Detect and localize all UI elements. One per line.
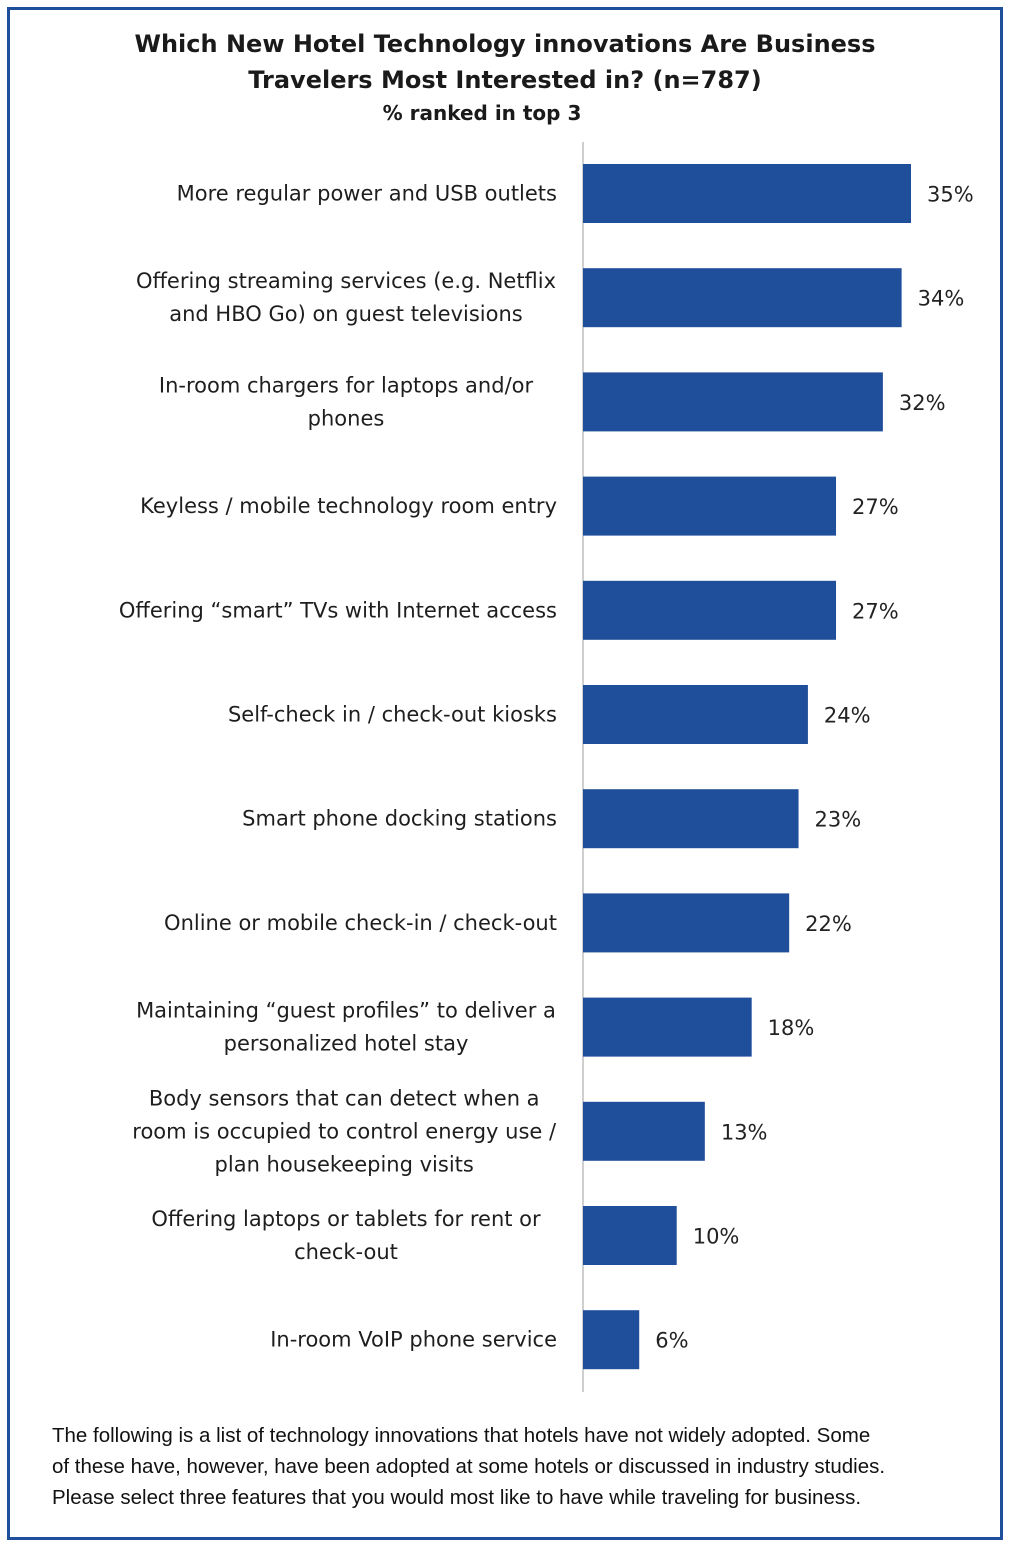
note-line-1: The following is a list of technology in… bbox=[52, 1424, 871, 1447]
chart-frame bbox=[7, 7, 1003, 1540]
category-label-line: phones bbox=[308, 406, 385, 430]
bar bbox=[583, 893, 790, 953]
category-label: Offering streaming services (e.g. Netfli… bbox=[136, 269, 556, 326]
category-label: Offering “smart” TVs with Internet acces… bbox=[119, 598, 557, 622]
bar bbox=[583, 268, 902, 328]
data-label: 24% bbox=[824, 704, 871, 728]
category-label-line: Body sensors that can detect when a bbox=[149, 1086, 540, 1110]
data-label: 18% bbox=[768, 1016, 815, 1040]
category-label-line: Maintaining “guest profiles” to deliver … bbox=[136, 999, 556, 1023]
category-label-line: personalized hotel stay bbox=[224, 1032, 469, 1056]
category-label: In-room chargers for laptops and/or phone… bbox=[159, 373, 534, 430]
chart-title: Which New Hotel Technology innovations A… bbox=[0, 26, 1010, 98]
data-label: 35% bbox=[927, 183, 974, 207]
category-label-line: check-out bbox=[294, 1240, 398, 1264]
bar bbox=[583, 372, 883, 432]
category-label-line: room is occupied to control energy use / bbox=[132, 1119, 557, 1143]
survey-question-note: The following is a list of technology in… bbox=[52, 1420, 992, 1513]
data-label: 23% bbox=[815, 808, 862, 832]
category-label: Smart phone docking stations bbox=[242, 807, 557, 831]
bar bbox=[583, 1206, 677, 1265]
category-label-line: Keyless / mobile technology room entry bbox=[140, 494, 557, 518]
data-label: 10% bbox=[693, 1225, 740, 1249]
chart-title-line-1: Which New Hotel Technology innovations A… bbox=[134, 30, 876, 58]
category-label: In-room VoIP phone service bbox=[270, 1328, 557, 1352]
data-label: 22% bbox=[805, 912, 852, 936]
category-label-line: and HBO Go) on guest televisions bbox=[169, 302, 523, 326]
category-label-line: Offering streaming services (e.g. Netfli… bbox=[136, 269, 556, 293]
bar bbox=[583, 997, 752, 1057]
category-label: Offering laptops or tablets for rent or c… bbox=[151, 1207, 541, 1264]
category-label-line: Online or mobile check-in / check-out bbox=[164, 911, 557, 935]
bar bbox=[583, 1101, 705, 1161]
bar bbox=[583, 685, 808, 744]
chart-title-line-2: Travelers Most Interested in? (n=787) bbox=[248, 66, 762, 94]
category-label-line: Self-check in / check-out kiosks bbox=[228, 703, 557, 727]
category-label: Keyless / mobile technology room entry bbox=[140, 494, 557, 518]
bar bbox=[583, 476, 837, 536]
note-line-2: of these have, however, have been adopte… bbox=[52, 1455, 886, 1478]
category-label-line: In-room chargers for laptops and/or bbox=[159, 373, 534, 397]
bar bbox=[583, 1310, 640, 1370]
data-label: 6% bbox=[655, 1329, 688, 1353]
category-label: Self-check in / check-out kiosks bbox=[228, 703, 557, 727]
category-label-line: Smart phone docking stations bbox=[242, 807, 557, 831]
data-label: 13% bbox=[721, 1120, 768, 1144]
bar-chart: 35% More regular power and USB outlets 34%… bbox=[119, 142, 974, 1392]
data-label: 32% bbox=[899, 391, 946, 415]
category-label: More regular power and USB outlets bbox=[177, 182, 557, 206]
note-line-3: Please select three features that you wo… bbox=[52, 1486, 862, 1509]
category-label: Maintaining “guest profiles” to deliver … bbox=[136, 999, 556, 1056]
category-label-line: More regular power and USB outlets bbox=[177, 182, 557, 206]
data-label: 34% bbox=[918, 287, 965, 311]
category-label: Online or mobile check-in / check-out bbox=[164, 911, 557, 935]
category-label-line: Offering “smart” TVs with Internet acces… bbox=[119, 598, 557, 622]
bar bbox=[583, 789, 799, 849]
category-label: Body sensors that can detect when a room … bbox=[132, 1086, 557, 1176]
data-label: 27% bbox=[852, 495, 899, 519]
category-label-line: In-room VoIP phone service bbox=[270, 1328, 557, 1352]
bar bbox=[583, 580, 837, 640]
chart-subtitle: % ranked in top 3 bbox=[382, 101, 582, 125]
bar bbox=[583, 164, 911, 223]
category-label-line: plan housekeeping visits bbox=[215, 1152, 474, 1176]
data-label: 27% bbox=[852, 599, 899, 623]
category-label-line: Offering laptops or tablets for rent or bbox=[151, 1207, 541, 1231]
